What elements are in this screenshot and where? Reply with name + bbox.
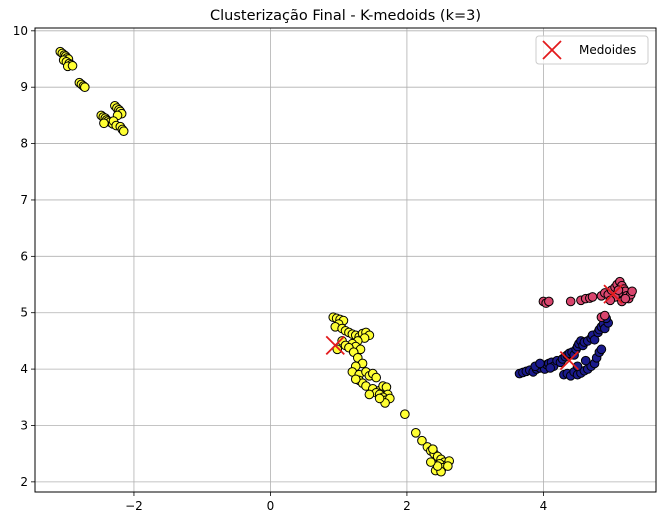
cluster-2-point [565, 296, 576, 307]
y-tick-label: 6 [20, 249, 28, 263]
cluster-0-point [371, 372, 382, 383]
cluster-0-point [417, 435, 427, 446]
cluster-2-point [600, 310, 610, 321]
y-tick-label: 4 [20, 362, 28, 376]
y-tick-label: 2 [20, 475, 28, 489]
x-tick-label: 4 [540, 499, 548, 513]
y-tick-label: 7 [20, 193, 28, 207]
medoid-marker [325, 335, 345, 356]
medoid-x-stroke [603, 284, 623, 304]
cluster-1-point [572, 361, 583, 372]
y-tick-label: 10 [13, 24, 28, 38]
medoid-x-stroke [325, 335, 345, 356]
medoid-marker [603, 284, 623, 304]
cluster-2-point [587, 292, 598, 302]
cluster-0-point [426, 457, 436, 467]
cluster-2-point [627, 286, 637, 297]
x-tick-label: −2 [125, 499, 143, 513]
cluster-1-point [535, 358, 545, 369]
axis-ticks: −2 0 2 4 2 3 4 5 6 7 8 9 10 [13, 24, 548, 513]
x-tick-label: 2 [403, 499, 411, 513]
cluster-0-point [67, 60, 78, 71]
data-points [55, 46, 637, 477]
cluster-0-point [350, 374, 361, 385]
cluster-0-point [400, 409, 410, 419]
medoid-markers [325, 284, 623, 371]
legend-x-stroke [542, 40, 562, 60]
y-tick-label: 9 [20, 80, 28, 94]
plot-frame [34, 27, 657, 493]
cluster-0-point [364, 389, 375, 400]
cluster-2-point [544, 296, 554, 307]
cluster-0-point [118, 126, 129, 136]
y-tick-label: 3 [20, 418, 28, 432]
y-tick-label: 8 [20, 137, 28, 151]
cluster-2-point [620, 293, 631, 304]
cluster-0-point [80, 82, 90, 92]
legend-medoid-marker [542, 40, 562, 60]
legend-label-medoides: Medoides [579, 43, 636, 57]
y-tick-label: 5 [20, 306, 28, 320]
cluster-0-point [99, 118, 109, 129]
cluster-0-point [332, 344, 343, 355]
grid-lines [35, 28, 656, 492]
x-tick-label: 0 [267, 499, 275, 513]
cluster-1-point [596, 344, 607, 355]
cluster-2-point [613, 285, 624, 295]
legend: Medoides [535, 35, 649, 65]
cluster-0-point [374, 393, 385, 404]
medoid-marker [559, 351, 579, 371]
chart-title: Clusterização Final - K-medoids (k=3) [210, 8, 481, 24]
cluster-0-point [410, 428, 421, 438]
medoid-x-stroke [559, 351, 579, 371]
cluster-0-point [428, 444, 438, 454]
legend-box [535, 35, 649, 65]
cluster-0-point [443, 461, 453, 471]
cluster-1-point [580, 355, 591, 366]
cluster-1-point [545, 363, 556, 373]
